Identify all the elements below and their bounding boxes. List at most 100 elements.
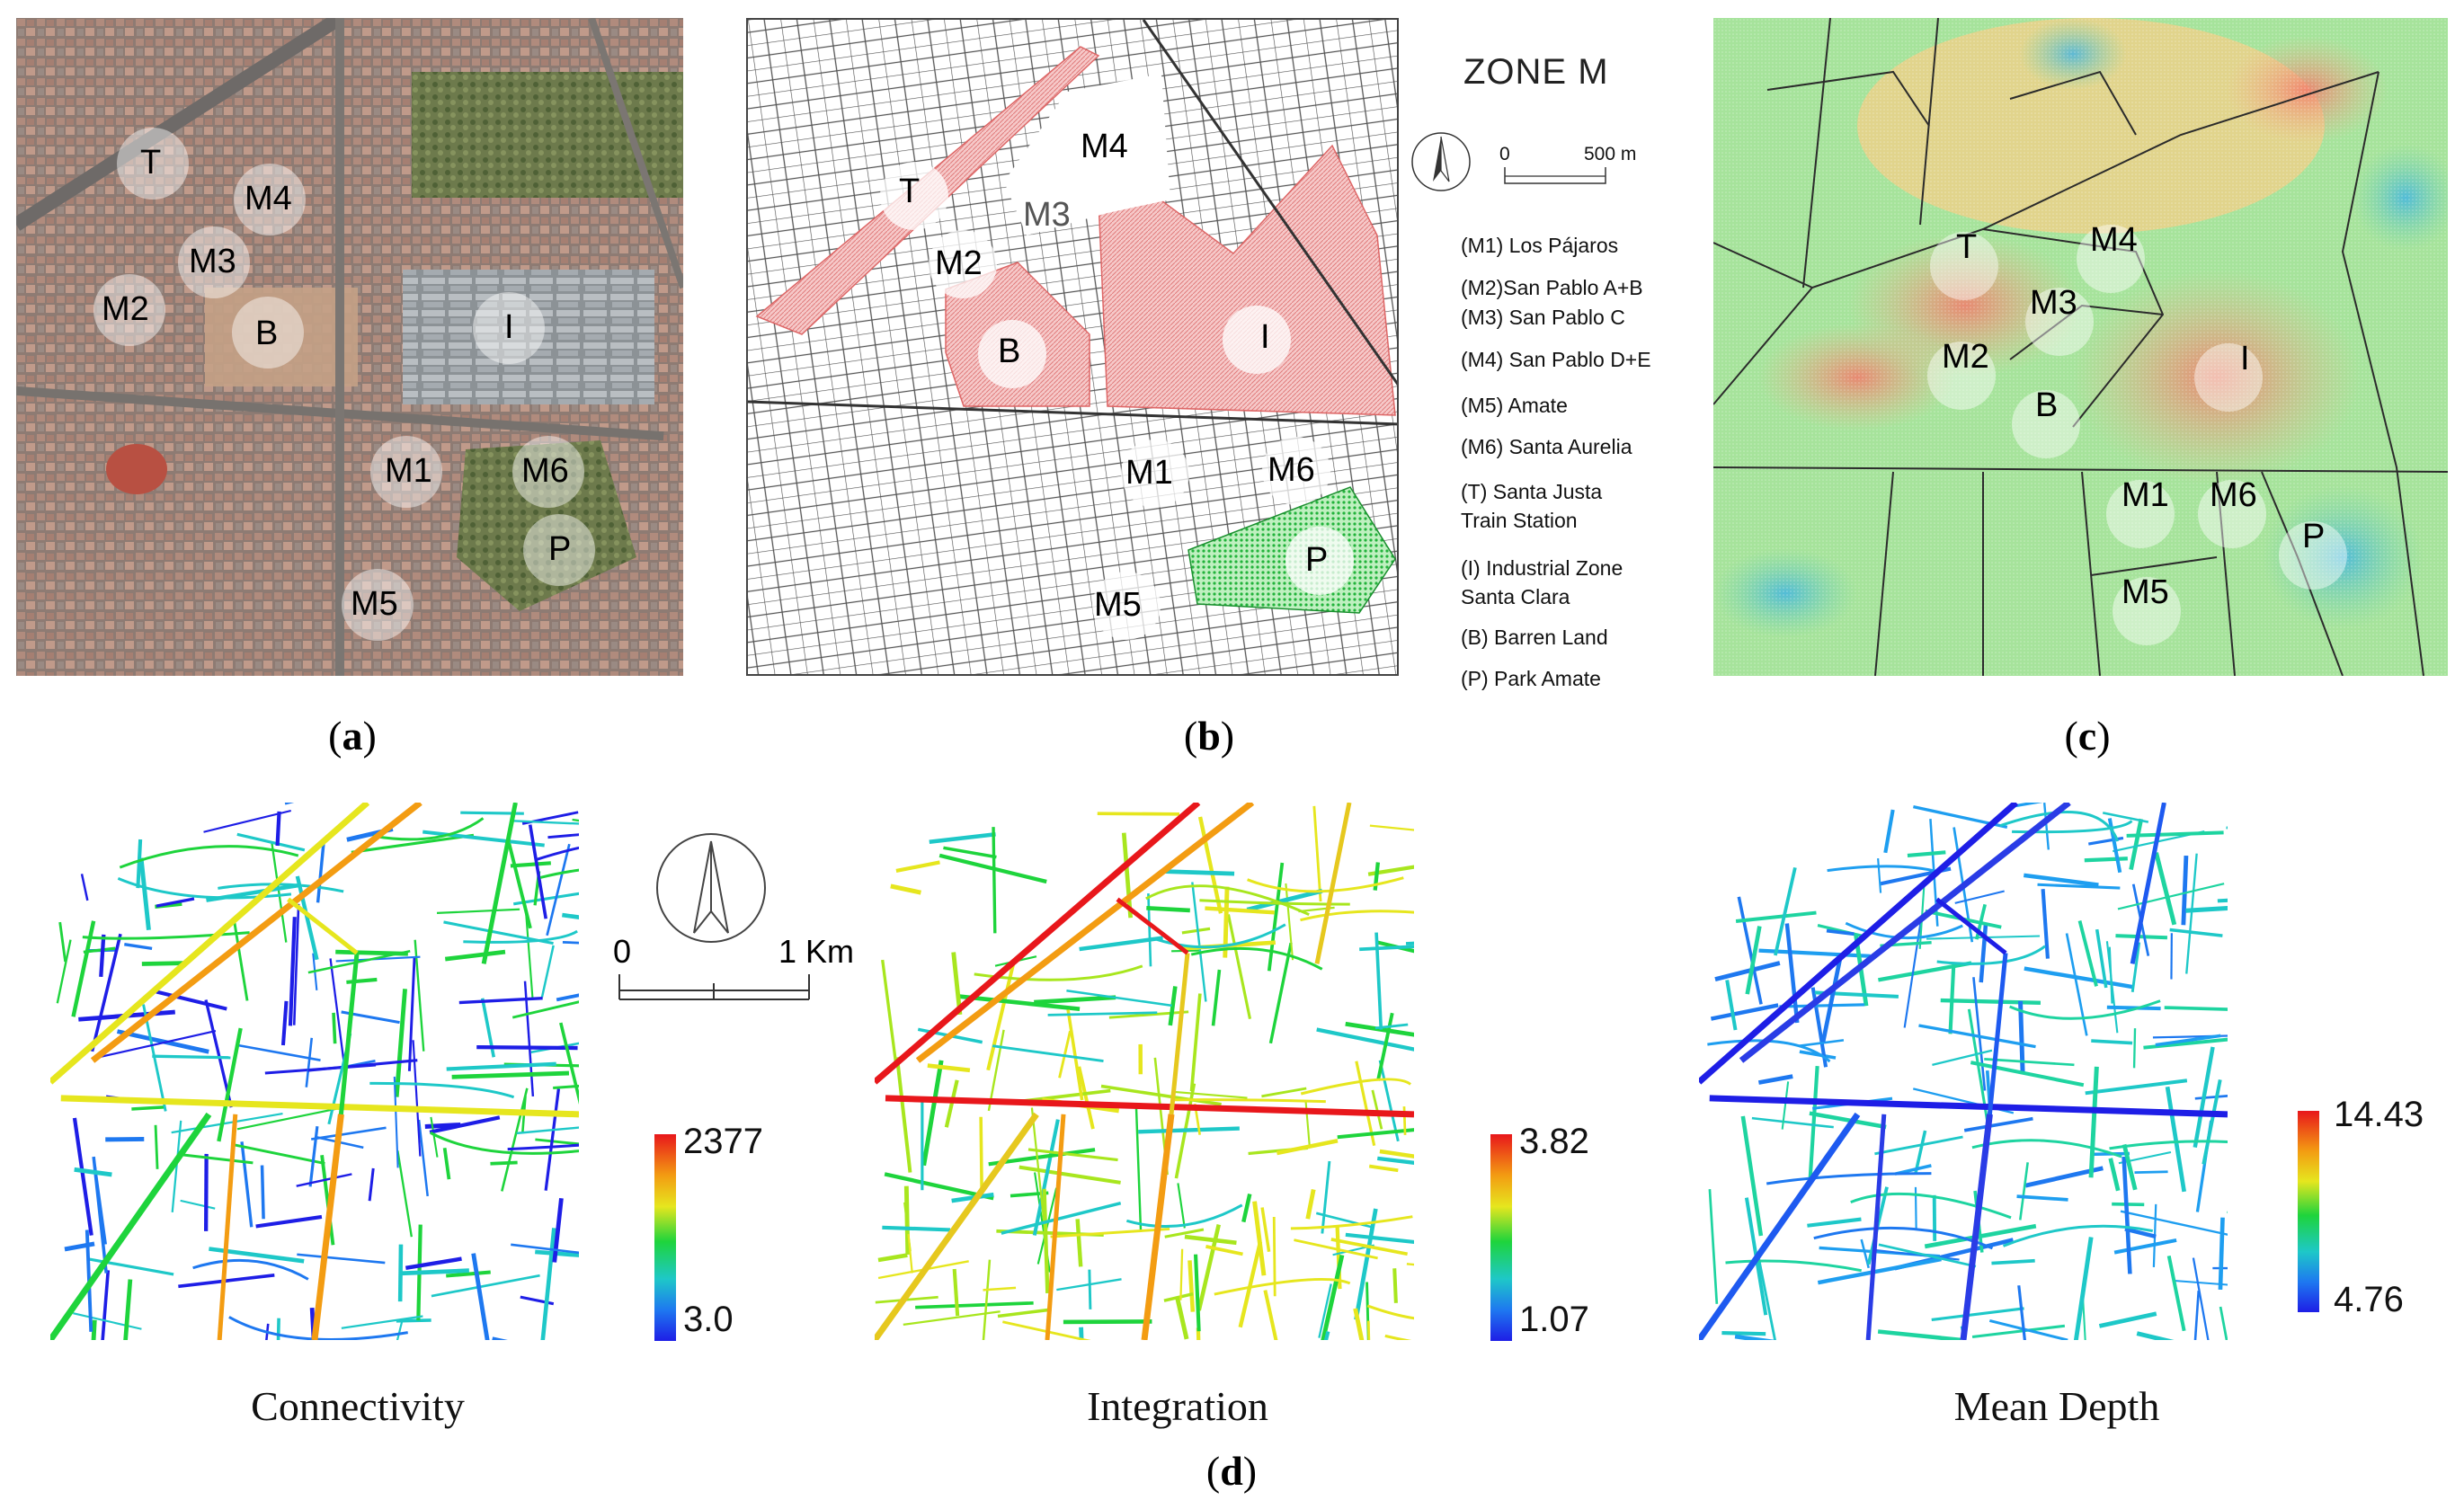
- street-segment: [429, 1115, 501, 1134]
- street-curve: [1300, 1078, 1412, 1096]
- street-segment: [890, 883, 921, 895]
- street-segment: [512, 892, 579, 906]
- street-segment: [1146, 905, 1190, 913]
- street-segment: [1030, 1107, 1045, 1224]
- street-segment: [2181, 855, 2189, 926]
- street-segment: [430, 1116, 439, 1158]
- street-segment: [136, 839, 143, 889]
- street-segment: [90, 933, 122, 1052]
- heat-label-m4: M4: [2090, 221, 2138, 259]
- street-segment: [1267, 862, 1285, 972]
- integration-colorbar: [1490, 1134, 1512, 1341]
- street-segment: [92, 1156, 108, 1274]
- street-segment: [2126, 830, 2224, 838]
- street-segment: [951, 1192, 994, 1203]
- street-segment: [396, 1318, 431, 1323]
- street-segment: [1205, 906, 1275, 915]
- street-segment: [1740, 1115, 1764, 1237]
- map-background: [50, 803, 579, 1340]
- main-axis: [1960, 1114, 1993, 1340]
- street-segment: [1988, 1318, 2068, 1340]
- street-segment: [436, 908, 520, 914]
- street-segment: [1873, 1248, 1960, 1261]
- street-segment: [2091, 1039, 2133, 1045]
- street-segment: [1097, 812, 1179, 816]
- street-segment: [451, 1070, 570, 1079]
- street-segment: [2124, 1227, 2157, 1239]
- street-segment: [1316, 1027, 1414, 1052]
- street-segment: [1368, 1164, 1399, 1173]
- street-segment: [72, 1117, 93, 1236]
- street-segment: [1077, 1066, 1095, 1130]
- street-segment: [260, 1165, 265, 1220]
- street-segment: [1963, 1116, 2033, 1132]
- street-segment: [180, 1199, 216, 1210]
- street-curve: [119, 845, 299, 869]
- street-segment: [1903, 915, 1923, 1028]
- zone-map-label-m4: M4: [1081, 128, 1128, 165]
- street-segment: [1263, 1290, 1278, 1340]
- main-axis: [1987, 953, 2008, 1115]
- street-segment: [1168, 986, 1178, 1026]
- zone-label-m1: M1: [385, 452, 432, 490]
- street-segment: [471, 1253, 490, 1340]
- street-segment: [1205, 1245, 1243, 1256]
- street-segment: [1134, 1106, 1143, 1232]
- connectivity-colorbar: [654, 1134, 676, 1341]
- street-segment: [178, 1152, 254, 1165]
- mean-depth-max: 14.43: [2334, 1095, 2424, 1134]
- main-axis: [1739, 803, 2071, 1063]
- street-curve: [535, 846, 579, 862]
- street-segment: [556, 993, 579, 1002]
- street-segment: [1335, 1226, 1342, 1290]
- street-segment: [1108, 1010, 1189, 1019]
- street-segment: [1878, 1243, 1977, 1268]
- street-segment: [142, 1004, 167, 1112]
- street-segment: [1261, 1087, 1307, 1098]
- street-segment: [276, 1318, 280, 1340]
- street-segment: [1197, 816, 1223, 914]
- street-segment: [100, 1030, 217, 1059]
- street-segment: [2016, 1194, 2068, 1202]
- street-segment: [1971, 1324, 2066, 1339]
- heat-map-panel: [1713, 18, 2448, 676]
- street-segment: [341, 1315, 423, 1329]
- street-segment: [1948, 964, 1956, 1034]
- street-segment: [1164, 1228, 1205, 1238]
- street-segment: [332, 1012, 337, 1044]
- street-curve: [1384, 1334, 1412, 1340]
- street-segment: [2132, 1028, 2137, 1069]
- integration-label: Integration: [1087, 1383, 1268, 1429]
- main-axis: [50, 1112, 212, 1340]
- zone-label-b: B: [255, 315, 279, 352]
- street-segment: [1252, 1201, 1267, 1276]
- street-segment: [2017, 1285, 2026, 1340]
- main-axis: [1141, 1114, 1175, 1340]
- street-segment: [562, 940, 579, 945]
- caption-b: (b): [1183, 713, 1235, 759]
- street-segment: [2219, 1306, 2228, 1340]
- street-segment: [547, 833, 579, 839]
- street-segment: [2077, 920, 2098, 987]
- street-segment: [1379, 1149, 1414, 1158]
- zone-label-m5: M5: [351, 585, 398, 623]
- street-segment: [1241, 1194, 1252, 1223]
- zone-map-label-m5: M5: [1094, 586, 1142, 624]
- street-segment: [2037, 883, 2121, 890]
- street-segment: [2041, 889, 2050, 959]
- legend-m6: (M6) Santa Aurelia: [1461, 435, 1632, 458]
- street-segment: [1285, 883, 1294, 961]
- street-curve: [1290, 1215, 1413, 1230]
- street-curve: [2109, 1140, 2228, 1150]
- main-axis: [50, 803, 370, 1085]
- street-curve: [553, 1084, 579, 1089]
- street-segment: [396, 1321, 404, 1340]
- minor-streets: [56, 803, 579, 1340]
- street-curve: [1174, 1098, 1326, 1104]
- legend-m5: (M5) Amate: [1461, 394, 1568, 417]
- street-curve: [372, 817, 485, 841]
- street-segment: [1877, 857, 1882, 893]
- street-segment: [2136, 1331, 2175, 1340]
- street-segment: [1972, 977, 1987, 1091]
- street-segment: [915, 1300, 1034, 1309]
